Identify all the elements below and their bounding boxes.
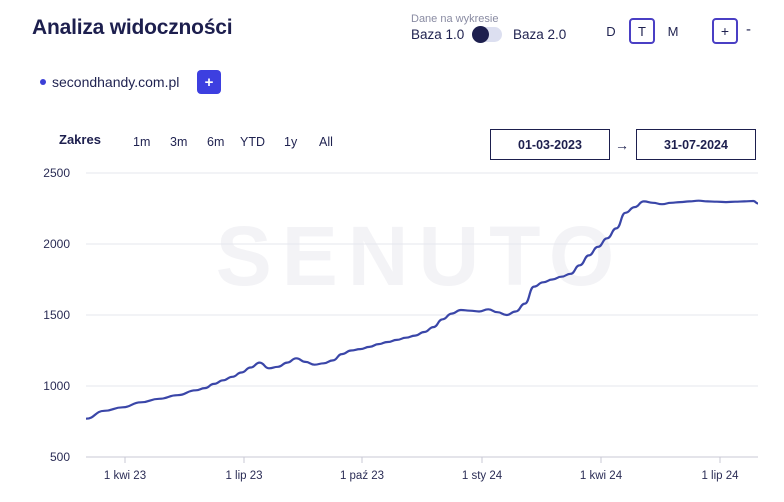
y-tick-label: 1000 — [43, 379, 70, 393]
series-line — [85, 199, 759, 420]
zoom-in-button[interactable]: + — [712, 18, 738, 44]
range-ytd-button[interactable]: YTD — [240, 135, 265, 149]
date-range-arrow-icon: → — [615, 137, 629, 153]
x-tick-label: 1 kwi 24 — [580, 470, 623, 482]
y-tick-label: 500 — [50, 450, 70, 464]
x-tick-label: 1 sty 24 — [462, 470, 503, 482]
base-toggle[interactable] — [472, 26, 502, 43]
x-tick-label: 1 lip 24 — [701, 470, 739, 482]
period-day-button[interactable]: D — [606, 23, 616, 39]
y-tick-label: 2000 — [43, 237, 70, 251]
base-2-label[interactable]: Baza 2.0 — [513, 27, 567, 42]
x-tick-label: 1 kwi 23 — [104, 470, 146, 482]
visibility-chart: SENUTO 2500 2000 1500 1000 500 1 kwi 23 1 lip… — [43, 166, 759, 482]
period-week-button[interactable]: T — [629, 18, 655, 44]
add-domain-button[interactable]: + — [197, 70, 221, 94]
period-month-button[interactable]: M — [667, 23, 679, 39]
x-axis: 1 kwi 23 1 lip 23 1 paź 23 1 sty 24 1 kwi 24… — [104, 457, 739, 482]
x-tick-label: 1 paź 23 — [340, 470, 384, 482]
range-1m-button[interactable]: 1m — [133, 135, 151, 149]
range-1y-button[interactable]: 1y — [284, 135, 298, 149]
date-from-input[interactable]: 01-03-2023 — [490, 129, 610, 160]
series-dot-icon — [40, 79, 46, 85]
y-axis: 2500 2000 1500 1000 500 — [43, 166, 70, 464]
y-tick-label: 1500 — [43, 308, 70, 322]
range-6m-button[interactable]: 6m — [207, 135, 225, 149]
senuto-watermark: SENUTO — [216, 209, 625, 303]
domain-label: secondhandy.com.pl — [52, 74, 180, 90]
page-title: Analiza widoczności — [32, 16, 233, 39]
domain-legend-item[interactable]: secondhandy.com.pl — [40, 74, 179, 90]
range-all-button[interactable]: All — [319, 135, 333, 149]
range-label: Zakres — [59, 132, 101, 147]
x-tick-label: 1 lip 23 — [225, 470, 262, 482]
base-1-label[interactable]: Baza 1.0 — [411, 27, 465, 42]
range-3m-button[interactable]: 3m — [170, 135, 188, 149]
base-switch-caption: Dane na wykresie — [411, 13, 499, 25]
zoom-out-button[interactable]: - — [746, 21, 751, 38]
y-tick-label: 2500 — [43, 166, 70, 180]
toggle-knob[interactable] — [472, 26, 489, 43]
date-to-input[interactable]: 31-07-2024 — [636, 129, 756, 160]
chart-grid — [86, 172, 758, 458]
